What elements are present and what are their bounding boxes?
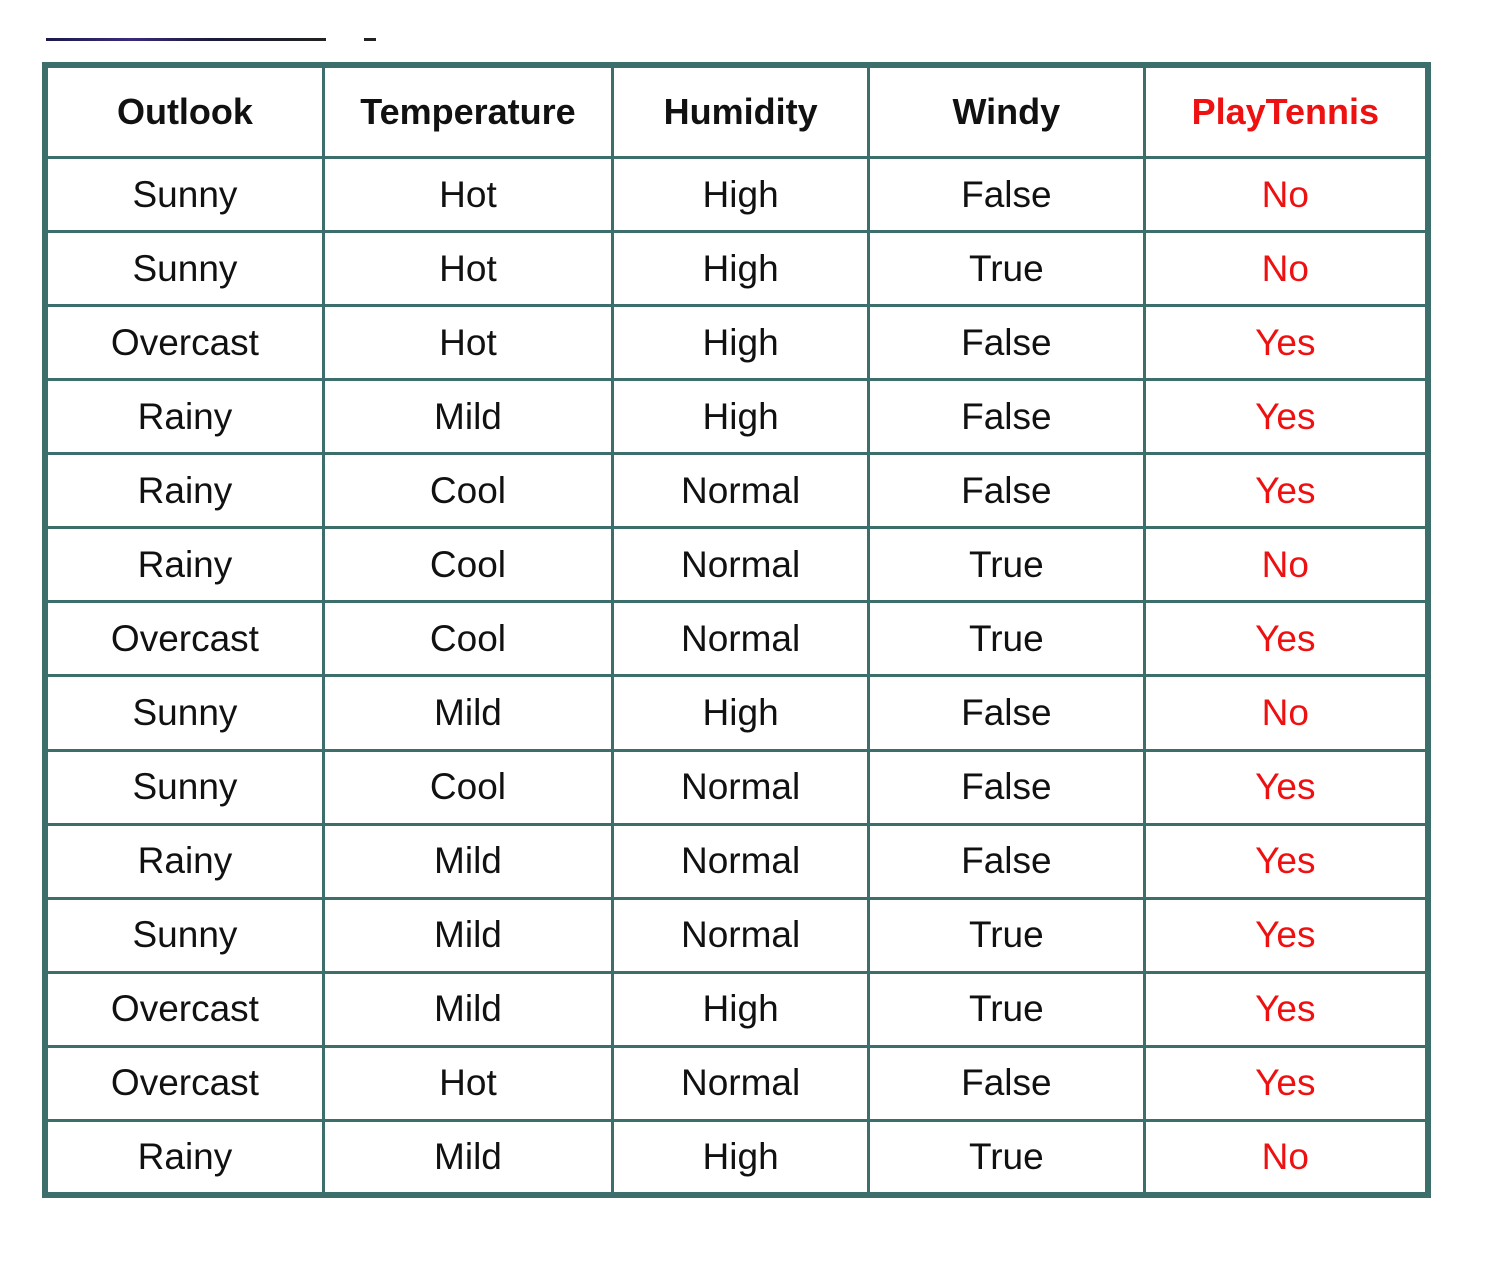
cell-humidity: Normal: [611, 822, 871, 900]
cell-playtennis: No: [1142, 230, 1425, 308]
cell-outlook: Rainy: [48, 378, 325, 456]
table-row: Rainy Mild High False Yes: [48, 378, 1425, 456]
cell-temperature: Mild: [321, 822, 615, 900]
cell-windy: False: [867, 822, 1146, 900]
cell-outlook: Overcast: [48, 970, 325, 1048]
cell-windy: True: [867, 1118, 1146, 1192]
cell-temperature: Hot: [321, 1044, 615, 1122]
cell-outlook: Sunny: [48, 155, 325, 234]
cell-playtennis: Yes: [1142, 1044, 1425, 1122]
header-outlook: Outlook: [48, 68, 325, 159]
cell-windy: False: [867, 452, 1146, 530]
cell-windy: True: [867, 970, 1146, 1048]
cell-outlook: Overcast: [48, 1044, 325, 1122]
header-temperature: Temperature: [321, 68, 615, 159]
cell-temperature: Cool: [321, 600, 615, 678]
cell-temperature: Cool: [321, 526, 615, 604]
cell-temperature: Mild: [321, 896, 615, 974]
cell-windy: False: [867, 378, 1146, 456]
cell-playtennis: Yes: [1142, 304, 1425, 382]
cell-outlook: Sunny: [48, 674, 325, 752]
cell-windy: True: [867, 526, 1146, 604]
header-playtennis: PlayTennis: [1142, 68, 1425, 159]
cell-playtennis: Yes: [1142, 748, 1425, 826]
cell-playtennis: Yes: [1142, 378, 1425, 456]
weather-table: Outlook Temperature Humidity Windy PlayT…: [48, 68, 1425, 1192]
cell-outlook: Rainy: [48, 452, 325, 530]
cell-humidity: Normal: [611, 896, 871, 974]
cell-windy: False: [867, 674, 1146, 752]
table-row: Overcast Hot Normal False Yes: [48, 1044, 1425, 1122]
table-row: Rainy Cool Normal False Yes: [48, 452, 1425, 530]
weather-table-frame: Outlook Temperature Humidity Windy PlayT…: [42, 62, 1431, 1198]
table-row: Sunny Cool Normal False Yes: [48, 748, 1425, 826]
table-row: Rainy Mild High True No: [48, 1118, 1425, 1192]
table-body: Sunny Hot High False No Sunny Hot High True No Ove…: [48, 155, 1425, 1192]
cell-temperature: Cool: [321, 748, 615, 826]
cell-humidity: Normal: [611, 600, 871, 678]
cell-playtennis: No: [1142, 526, 1425, 604]
cell-playtennis: No: [1142, 155, 1425, 234]
cell-humidity: Normal: [611, 748, 871, 826]
table-row: Sunny Hot High False No: [48, 155, 1425, 234]
cell-outlook: Rainy: [48, 1118, 325, 1192]
cell-playtennis: No: [1142, 674, 1425, 752]
cell-outlook: Sunny: [48, 748, 325, 826]
cell-humidity: Normal: [611, 1044, 871, 1122]
table-row: Sunny Mild Normal True Yes: [48, 896, 1425, 974]
cell-outlook: Overcast: [48, 304, 325, 382]
header-humidity: Humidity: [611, 68, 871, 159]
cell-temperature: Mild: [321, 1118, 615, 1192]
table-row: Overcast Hot High False Yes: [48, 304, 1425, 382]
cell-outlook: Rainy: [48, 822, 325, 900]
cell-humidity: High: [611, 155, 871, 234]
cell-humidity: High: [611, 1118, 871, 1192]
table-row: Rainy Mild Normal False Yes: [48, 822, 1425, 900]
cell-windy: False: [867, 748, 1146, 826]
cell-windy: True: [867, 230, 1146, 308]
cell-humidity: Normal: [611, 452, 871, 530]
cell-temperature: Hot: [321, 304, 615, 382]
cell-playtennis: No: [1142, 1118, 1425, 1192]
cell-playtennis: Yes: [1142, 970, 1425, 1048]
table-row: Rainy Cool Normal True No: [48, 526, 1425, 604]
cell-humidity: High: [611, 378, 871, 456]
cell-playtennis: Yes: [1142, 896, 1425, 974]
cell-humidity: High: [611, 674, 871, 752]
cell-outlook: Rainy: [48, 526, 325, 604]
cell-windy: False: [867, 1044, 1146, 1122]
table-row: Overcast Mild High True Yes: [48, 970, 1425, 1048]
header-row: Outlook Temperature Humidity Windy PlayT…: [48, 68, 1425, 159]
header-windy: Windy: [867, 68, 1146, 159]
top-dash-mark: [364, 38, 376, 41]
table-row: Sunny Mild High False No: [48, 674, 1425, 752]
top-rule-line: [46, 38, 326, 41]
cell-temperature: Mild: [321, 970, 615, 1048]
cell-playtennis: Yes: [1142, 822, 1425, 900]
table-row: Sunny Hot High True No: [48, 230, 1425, 308]
cell-windy: True: [867, 600, 1146, 678]
cell-windy: False: [867, 155, 1146, 234]
cell-temperature: Mild: [321, 674, 615, 752]
cell-humidity: High: [611, 970, 871, 1048]
cell-temperature: Hot: [321, 155, 615, 234]
cell-outlook: Sunny: [48, 230, 325, 308]
cell-windy: False: [867, 304, 1146, 382]
cell-temperature: Cool: [321, 452, 615, 530]
cell-temperature: Mild: [321, 378, 615, 456]
cell-playtennis: Yes: [1142, 452, 1425, 530]
cell-humidity: High: [611, 230, 871, 308]
cell-outlook: Overcast: [48, 600, 325, 678]
cell-humidity: High: [611, 304, 871, 382]
cell-temperature: Hot: [321, 230, 615, 308]
cell-humidity: Normal: [611, 526, 871, 604]
cell-windy: True: [867, 896, 1146, 974]
table-row: Overcast Cool Normal True Yes: [48, 600, 1425, 678]
cell-outlook: Sunny: [48, 896, 325, 974]
cell-playtennis: Yes: [1142, 600, 1425, 678]
